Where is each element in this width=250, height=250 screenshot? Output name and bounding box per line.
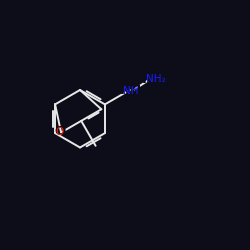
Text: NH₂: NH₂ [142,73,170,86]
Text: NH: NH [123,86,138,96]
Text: O: O [54,125,66,138]
Text: NH: NH [120,84,142,97]
Text: O: O [56,127,64,137]
Text: NH₂: NH₂ [146,74,165,84]
